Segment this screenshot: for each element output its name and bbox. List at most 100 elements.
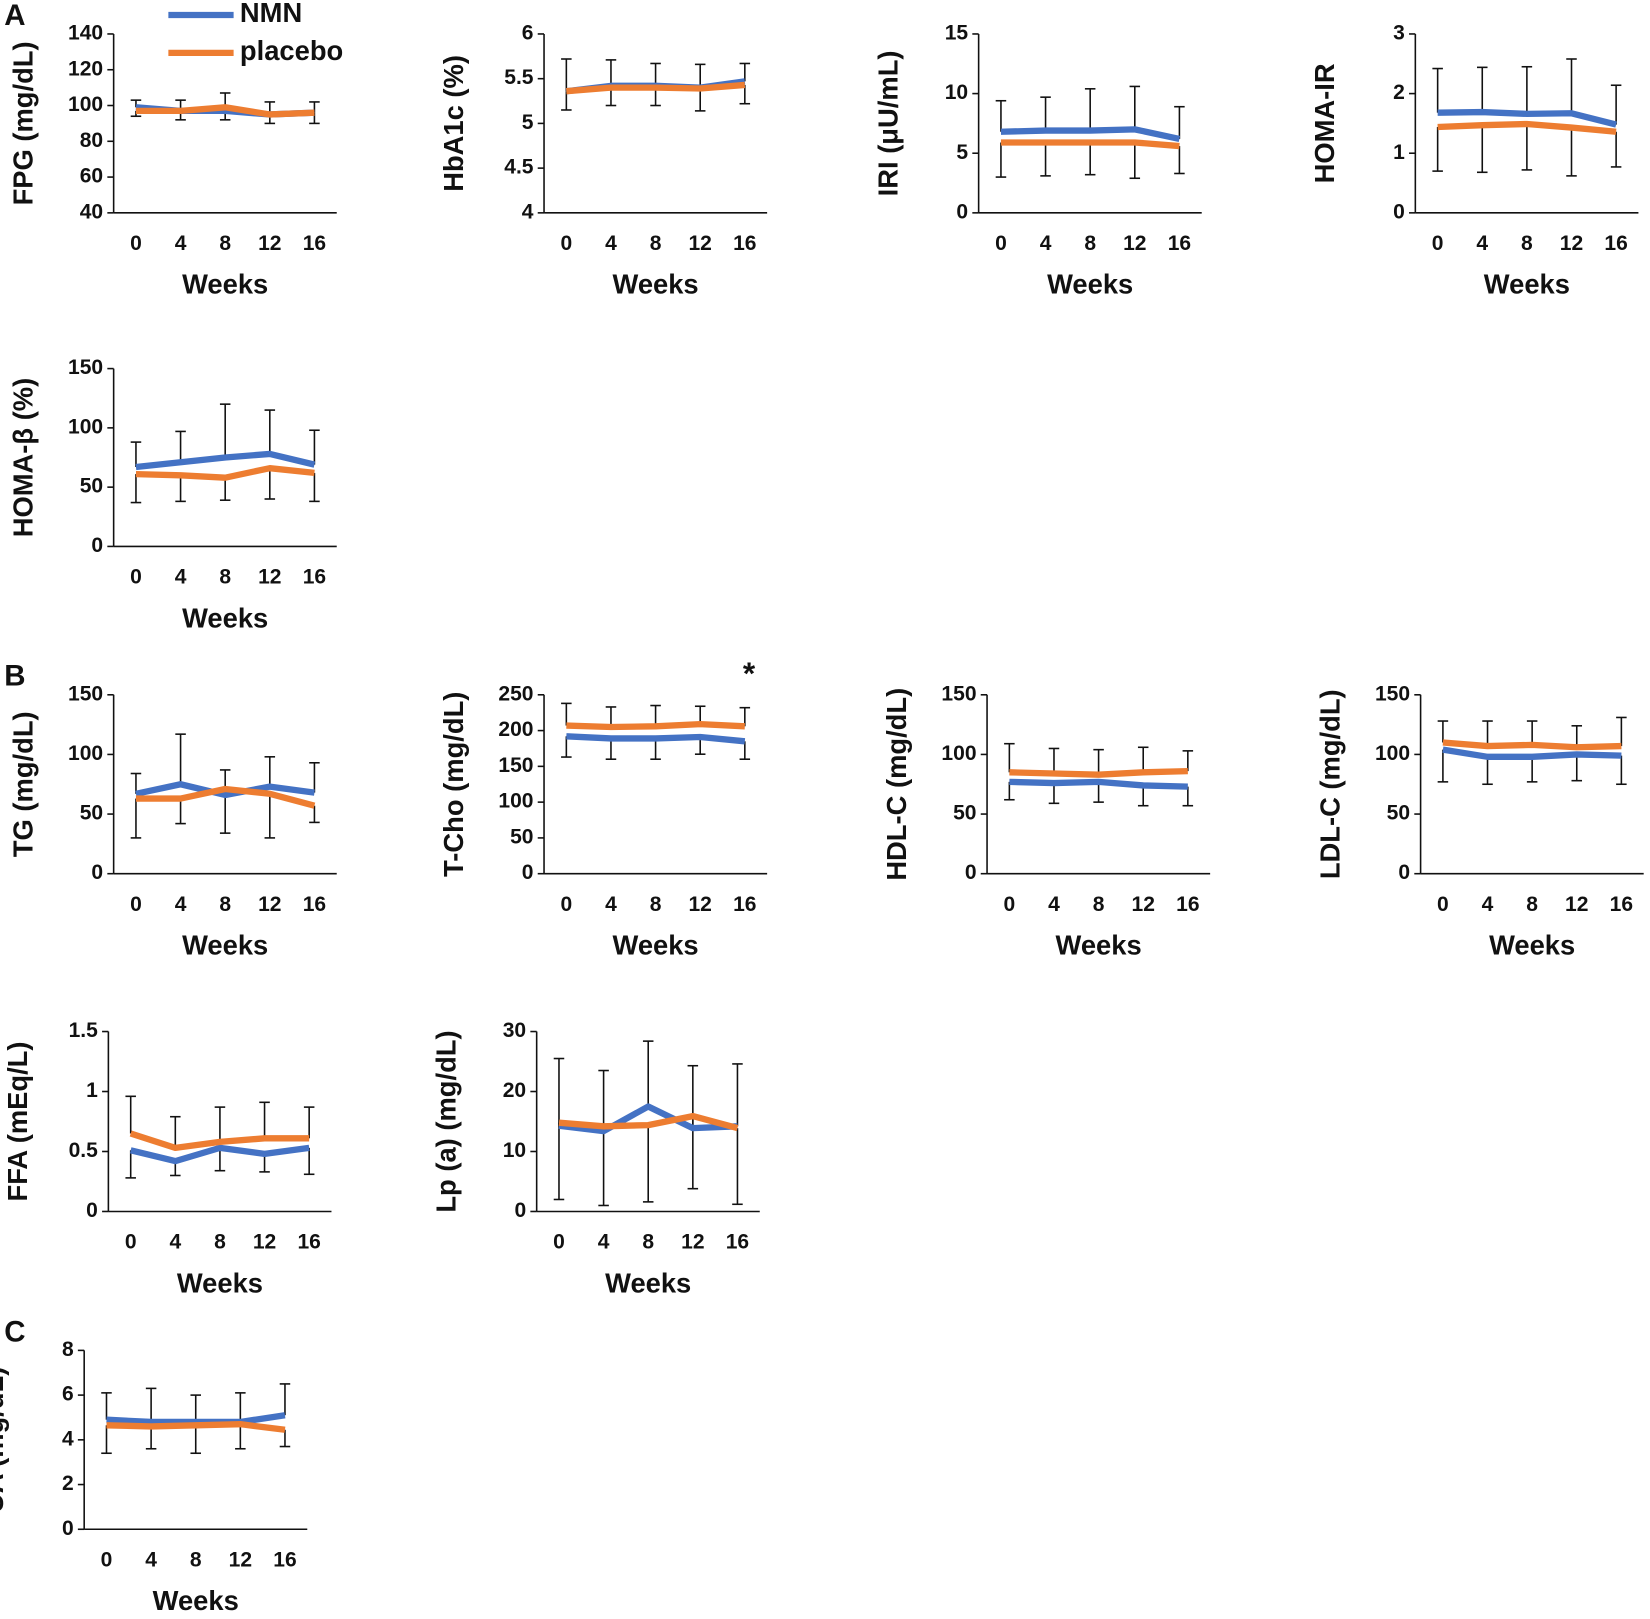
x-tick-label: 4 — [145, 1548, 157, 1571]
y-tick-label: 100 — [941, 742, 976, 765]
y-tick-label: 150 — [941, 682, 976, 705]
x-tick-label: 8 — [219, 232, 231, 255]
y-axis-label: LDL-C (mg/dL) — [1314, 689, 1345, 879]
legend-label: placebo — [240, 35, 343, 66]
series-line — [1442, 739, 1622, 751]
x-tick-label: 16 — [733, 893, 756, 916]
y-tick-label: 100 — [498, 790, 533, 813]
x-axis-label: Weeks — [613, 930, 699, 961]
y-tick-label: 60 — [80, 165, 103, 188]
y-tick-label: 50 — [510, 825, 533, 848]
x-axis-label: Weeks — [182, 602, 268, 633]
series-line — [1000, 139, 1180, 150]
series-line — [106, 1421, 286, 1433]
series-line — [1000, 126, 1181, 142]
y-axis-label: HbA1c (%) — [438, 55, 469, 192]
y-axis-label: UA (mg/dL) — [0, 1367, 9, 1513]
x-tick-label: 12 — [688, 893, 711, 916]
y-tick-label: 3 — [1393, 22, 1405, 45]
y-tick-label: 2 — [62, 1472, 74, 1495]
legend-label: NMN — [240, 0, 302, 28]
series-line — [1009, 767, 1188, 778]
series-line — [566, 81, 746, 95]
y-tick-label: 150 — [498, 754, 533, 777]
x-tick-label: 16 — [303, 232, 326, 255]
y-tick-label: 1.5 — [69, 1019, 99, 1042]
x-tick-label: 0 — [101, 1548, 113, 1571]
y-tick-label: 50 — [1387, 802, 1410, 825]
x-tick-label: 8 — [642, 1231, 654, 1254]
x-tick-label: 8 — [1526, 893, 1538, 916]
x-tick-label: 8 — [219, 893, 231, 916]
series-line — [566, 720, 745, 731]
y-tick-label: 15 — [945, 22, 969, 45]
y-axis-label: FPG (mg/dL) — [7, 41, 38, 205]
y-tick-label: 4.5 — [504, 156, 534, 179]
x-tick-label: 4 — [598, 1231, 610, 1254]
panel-label: C — [4, 1315, 25, 1348]
y-tick-label: 50 — [953, 802, 976, 825]
x-tick-label: 16 — [726, 1231, 749, 1254]
x-tick-label: 0 — [1437, 893, 1449, 916]
x-axis-label: Weeks — [1489, 930, 1575, 961]
x-axis-label: Weeks — [1047, 269, 1133, 300]
x-tick-label: 12 — [258, 893, 281, 916]
x-tick-label: 4 — [1040, 232, 1052, 255]
y-tick-label: 30 — [503, 1019, 526, 1042]
x-tick-label: 12 — [229, 1548, 252, 1571]
series-line — [1442, 746, 1622, 760]
y-tick-label: 20 — [503, 1079, 526, 1102]
y-tick-label: 0 — [522, 861, 534, 884]
y-tick-label: 0 — [86, 1199, 98, 1222]
y-tick-label: 250 — [498, 682, 533, 705]
y-tick-label: 2 — [1393, 81, 1405, 104]
series-line — [129, 1130, 310, 1152]
x-tick-label: 4 — [1048, 893, 1060, 916]
x-tick-label: 12 — [1560, 232, 1583, 255]
series-line — [566, 733, 746, 745]
y-tick-label: 120 — [68, 57, 103, 80]
y-tick-label: 5 — [522, 111, 534, 134]
y-tick-label: 0 — [91, 534, 103, 557]
x-axis-label: Weeks — [1484, 269, 1570, 300]
y-tick-label: 100 — [68, 415, 103, 438]
y-tick-label: 40 — [80, 200, 103, 223]
x-tick-label: 0 — [995, 232, 1007, 255]
y-tick-label: 5 — [956, 141, 968, 164]
y-tick-label: 6 — [62, 1383, 74, 1406]
x-tick-label: 8 — [650, 893, 662, 916]
x-tick-label: 16 — [303, 566, 326, 589]
x-tick-label: 0 — [125, 1231, 137, 1254]
x-tick-label: 4 — [175, 232, 187, 255]
x-tick-label: 8 — [190, 1548, 202, 1571]
y-tick-label: 80 — [80, 129, 103, 152]
series-line — [129, 1144, 310, 1165]
x-tick-label: 8 — [1084, 232, 1096, 255]
x-tick-label: 4 — [1482, 893, 1494, 916]
y-axis-label: HOMA-IR — [1309, 63, 1340, 183]
y-tick-label: 6 — [522, 22, 534, 45]
x-tick-label: 8 — [219, 566, 231, 589]
y-axis-label: TG (mg/dL) — [7, 711, 38, 857]
x-tick-label: 0 — [130, 232, 142, 255]
x-tick-label: 0 — [560, 893, 572, 916]
y-tick-label: 150 — [68, 682, 103, 705]
panel-label: A — [4, 0, 25, 32]
series-line — [135, 781, 315, 799]
y-tick-label: 0 — [956, 200, 968, 223]
series-line — [135, 104, 315, 118]
x-axis-label: Weeks — [177, 1267, 263, 1298]
x-tick-label: 12 — [253, 1231, 276, 1254]
y-tick-label: 50 — [80, 475, 103, 498]
panel-label: B — [4, 660, 25, 693]
y-tick-label: 10 — [503, 1139, 526, 1162]
x-tick-label: 12 — [1132, 893, 1155, 916]
x-tick-label: 16 — [273, 1548, 296, 1571]
y-tick-label: 0 — [1398, 861, 1410, 884]
x-tick-label: 0 — [560, 232, 572, 255]
y-tick-label: 50 — [80, 802, 103, 825]
y-tick-label: 150 — [1375, 682, 1410, 705]
y-tick-label: 100 — [68, 93, 103, 116]
y-tick-label: 4 — [62, 1427, 74, 1450]
